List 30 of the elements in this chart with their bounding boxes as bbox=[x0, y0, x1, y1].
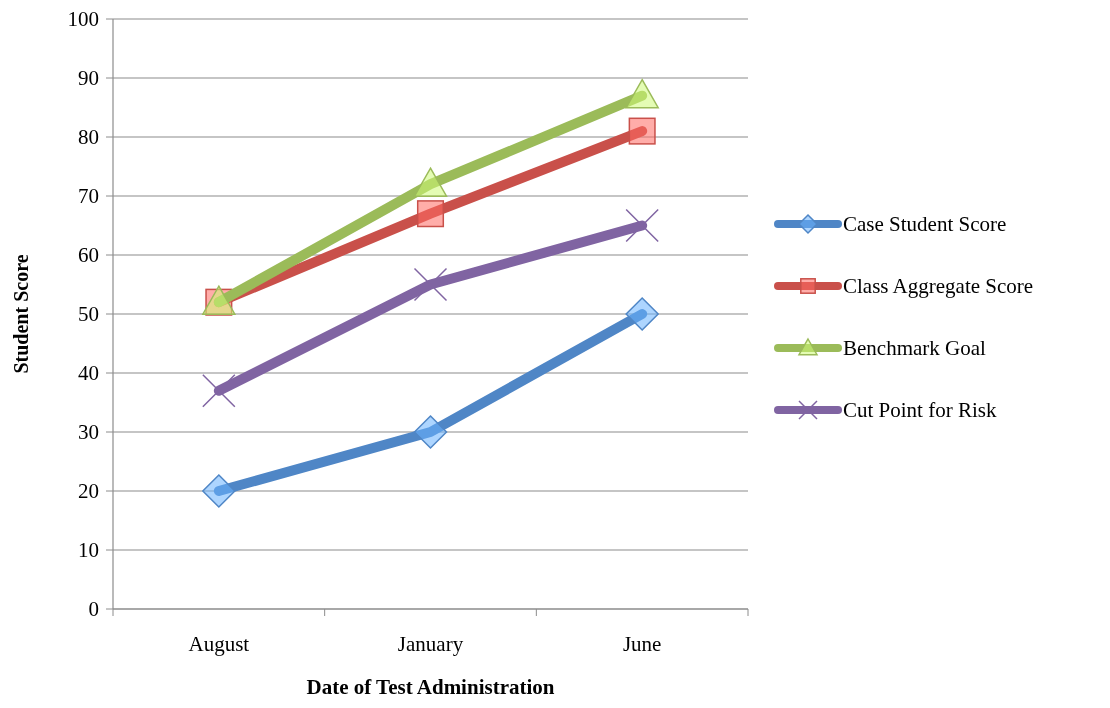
y-tick-label: 50 bbox=[78, 302, 99, 327]
y-tick-label: 10 bbox=[78, 538, 99, 563]
x-tick-label: June bbox=[622, 632, 662, 656]
y-axis-title: Student Score bbox=[10, 254, 32, 374]
point bbox=[413, 267, 448, 302]
legend-label: Cut Point for Risk bbox=[843, 398, 997, 423]
point bbox=[628, 117, 656, 145]
point bbox=[202, 474, 236, 508]
point bbox=[413, 167, 448, 197]
point bbox=[625, 208, 659, 243]
point bbox=[416, 200, 445, 228]
y-tick-label: 60 bbox=[78, 243, 99, 268]
y-tick-label: 40 bbox=[78, 361, 99, 386]
legend-label: Class Aggregate Score bbox=[843, 274, 1034, 299]
y-tick-label: 20 bbox=[78, 479, 99, 504]
y-tick-label: 0 bbox=[88, 597, 99, 622]
x-axis-title: Date of Test Administration bbox=[306, 675, 555, 699]
y-tick-label: 90 bbox=[78, 66, 99, 91]
y-tick-label: 80 bbox=[78, 125, 99, 150]
x-tick-label: August bbox=[188, 632, 250, 656]
legend-label: Case Student Score bbox=[843, 212, 1007, 237]
point bbox=[413, 415, 448, 449]
point bbox=[625, 297, 659, 331]
y-tick-label: 100 bbox=[67, 7, 99, 32]
y-tick-label: 70 bbox=[78, 184, 99, 209]
y-tick-label: 30 bbox=[78, 420, 99, 445]
x-tick-label: January bbox=[397, 632, 464, 656]
legend-label: Benchmark Goal bbox=[843, 336, 987, 361]
point bbox=[202, 373, 236, 408]
point bbox=[625, 78, 659, 109]
